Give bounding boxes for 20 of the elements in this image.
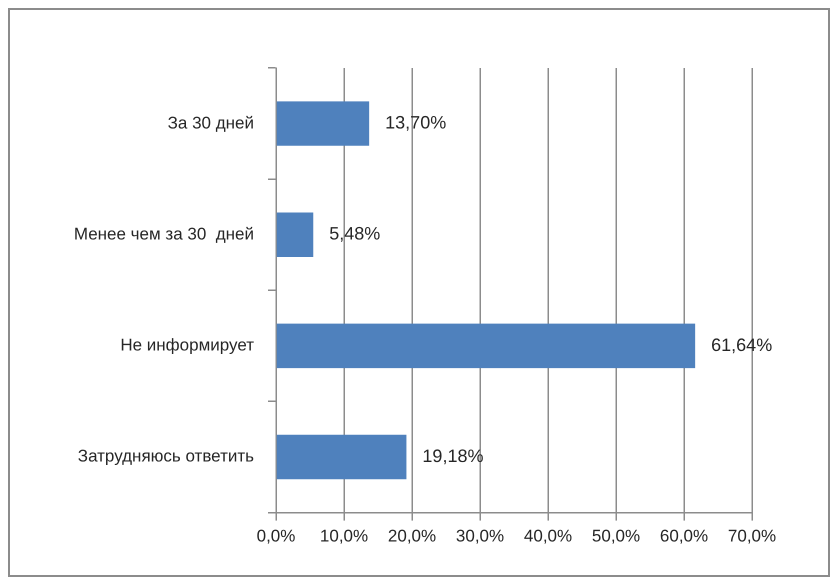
x-tick-label: 60,0% (660, 526, 708, 546)
y-tick-label: Не информирует (120, 336, 254, 355)
bar (276, 324, 696, 368)
data-label: 5,48% (329, 224, 380, 244)
data-label: 61,64% (711, 334, 772, 355)
x-tick-label: 0,0% (256, 526, 296, 546)
bar (276, 101, 370, 146)
y-tick-label: Менее чем за 30 дней (74, 224, 254, 244)
x-tick-label: 30,0% (456, 526, 504, 546)
x-tick-label: 20,0% (388, 526, 436, 546)
x-tick-label: 50,0% (592, 526, 640, 546)
y-tick-label: За 30 дней (168, 113, 254, 132)
x-tick-label: 40,0% (524, 526, 572, 546)
x-tick-label: 10,0% (320, 526, 368, 546)
data-label: 13,70% (385, 112, 446, 133)
y-tick-label: Затрудняюсь ответить (78, 446, 254, 466)
bar (276, 212, 314, 257)
bar (276, 434, 406, 480)
data-label: 19,18% (422, 446, 484, 466)
x-tick-label: 70,0% (728, 526, 776, 546)
